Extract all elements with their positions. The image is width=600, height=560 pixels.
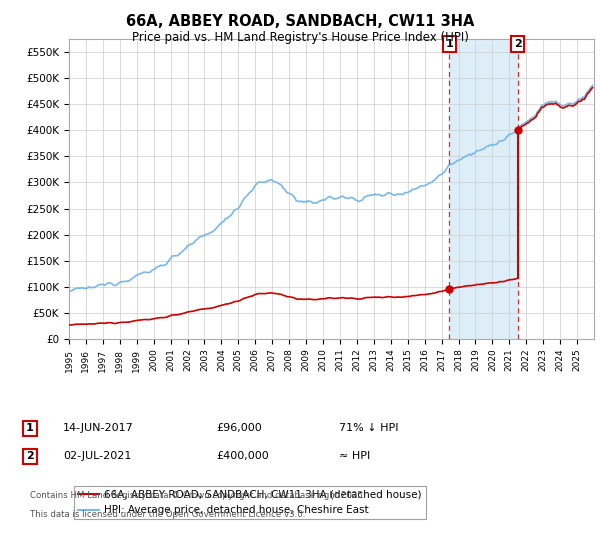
Text: £400,000: £400,000 <box>216 451 269 461</box>
Text: £96,000: £96,000 <box>216 423 262 433</box>
Text: 14-JUN-2017: 14-JUN-2017 <box>63 423 134 433</box>
Text: Price paid vs. HM Land Registry's House Price Index (HPI): Price paid vs. HM Land Registry's House … <box>131 31 469 44</box>
Bar <box>449 39 518 339</box>
Text: ≈ HPI: ≈ HPI <box>339 451 370 461</box>
Text: 1: 1 <box>445 39 453 49</box>
Legend: 66A, ABBEY ROAD, SANDBACH, CW11 3HA (detached house), HPI: Average price, detach: 66A, ABBEY ROAD, SANDBACH, CW11 3HA (det… <box>74 486 426 519</box>
Text: 02-JUL-2021: 02-JUL-2021 <box>63 451 131 461</box>
Text: 2: 2 <box>26 451 34 461</box>
Text: Contains HM Land Registry data © Crown copyright and database right 2025.: Contains HM Land Registry data © Crown c… <box>30 491 365 500</box>
Text: 1: 1 <box>26 423 34 433</box>
Text: 66A, ABBEY ROAD, SANDBACH, CW11 3HA: 66A, ABBEY ROAD, SANDBACH, CW11 3HA <box>126 14 474 29</box>
Text: 71% ↓ HPI: 71% ↓ HPI <box>339 423 398 433</box>
Text: 2: 2 <box>514 39 521 49</box>
Text: This data is licensed under the Open Government Licence v3.0.: This data is licensed under the Open Gov… <box>30 510 305 519</box>
